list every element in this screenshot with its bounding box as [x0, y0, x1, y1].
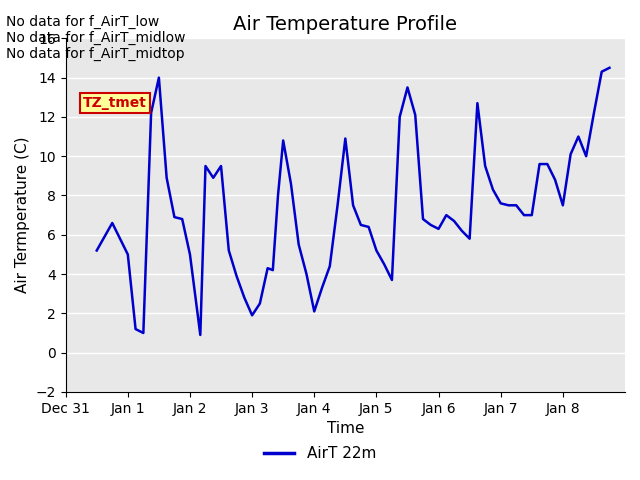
Text: TZ_tmet: TZ_tmet — [83, 96, 147, 110]
Title: Air Temperature Profile: Air Temperature Profile — [234, 15, 458, 34]
Legend: AirT 22m: AirT 22m — [258, 440, 382, 468]
Y-axis label: Air Termperature (C): Air Termperature (C) — [15, 137, 30, 293]
Text: No data for f_AirT_low
No data for f_AirT_midlow
No data for f_AirT_midtop: No data for f_AirT_low No data for f_Air… — [6, 14, 186, 61]
X-axis label: Time: Time — [326, 421, 364, 436]
